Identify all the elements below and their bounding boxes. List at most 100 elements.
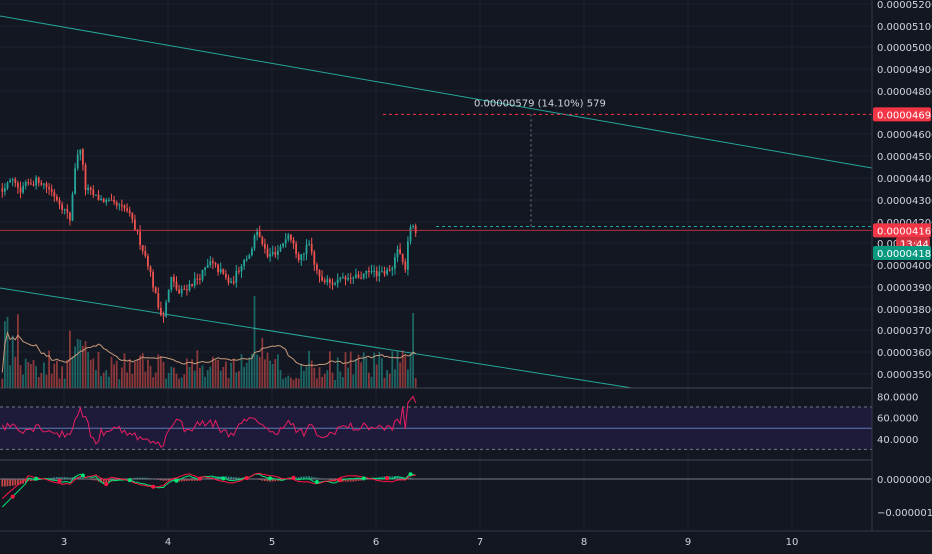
candle-body — [344, 276, 347, 280]
candle-body — [414, 225, 417, 234]
volume-bar — [84, 341, 87, 388]
upper-trendline[interactable] — [0, 15, 873, 169]
macd-hist-bar — [82, 477, 84, 479]
macd-hist-bar — [344, 479, 347, 482]
macd-hist-bar — [4, 479, 6, 487]
candle-body — [316, 264, 318, 271]
volume-bar — [1, 378, 4, 388]
candle-body — [89, 187, 92, 190]
volume-bar — [290, 377, 292, 388]
candle-body — [87, 187, 89, 191]
volume-bar — [243, 366, 245, 388]
lower-trendline[interactable] — [0, 287, 633, 389]
volume-bars — [1, 296, 417, 388]
volume-bar — [92, 358, 95, 388]
candle-body — [212, 261, 214, 263]
macd-hist-bar — [136, 477, 139, 479]
candle-body — [321, 276, 323, 281]
volume-bar — [300, 363, 303, 388]
volume-bar — [365, 357, 368, 388]
macd-hist-bar — [277, 479, 279, 481]
macd-hist-bar — [14, 479, 17, 486]
candle-body — [37, 177, 40, 183]
macd-hist-bar — [214, 476, 217, 479]
volume-bar — [266, 352, 269, 388]
candle-body — [108, 199, 110, 201]
volume-bar — [316, 378, 318, 388]
volume-bar — [115, 360, 118, 388]
candle-body — [362, 273, 365, 278]
volume-bar — [160, 356, 162, 388]
macd-hist-bar — [188, 479, 191, 481]
macd-hist-bar — [303, 476, 305, 479]
candle-body — [313, 252, 316, 265]
trend-lines[interactable] — [0, 15, 873, 389]
candle-body — [381, 271, 383, 273]
time-axis-label: 9 — [685, 537, 691, 548]
candle-body — [238, 270, 240, 272]
candle-body — [131, 213, 134, 220]
macd-hist-bar — [58, 476, 61, 479]
candle-body — [22, 185, 24, 193]
volume-bar — [199, 367, 201, 388]
volume-bar — [183, 374, 186, 388]
candle-body — [284, 239, 287, 244]
volume-bar — [193, 370, 196, 388]
macd-hist-bar — [230, 476, 232, 479]
candle-body — [118, 204, 121, 206]
candle-body — [277, 250, 279, 255]
volume-bar — [251, 353, 253, 388]
volume-bar — [204, 376, 206, 388]
volume-bar — [105, 370, 108, 388]
time-axis-label: 3 — [61, 537, 67, 548]
macd-cross-dot — [104, 482, 109, 487]
macd-hist-bar — [193, 479, 196, 481]
volume-bar — [108, 376, 110, 388]
signal-line — [1, 472, 416, 499]
macd-hist-bar — [295, 477, 297, 479]
volume-bar — [321, 377, 323, 388]
volume-bar — [342, 377, 344, 388]
candle-body — [113, 200, 115, 203]
volume-bar — [74, 346, 76, 388]
candle-body — [126, 208, 128, 211]
candle-body — [82, 149, 84, 165]
volume-bar — [230, 362, 232, 388]
volume-bar — [222, 366, 225, 388]
macd-hist-bar — [238, 477, 240, 479]
candle-body — [342, 276, 344, 278]
volume-bar — [269, 360, 271, 388]
volume-bar — [173, 367, 175, 388]
macd-hist-bar — [30, 479, 32, 482]
price-axis-labels: 0.00005200 0.00005100 0.00005000 0.00004900… — [877, 0, 932, 381]
candle-body — [209, 261, 212, 265]
target-price-badge: 0.00004698 — [873, 107, 932, 122]
candle-body — [274, 252, 277, 255]
macd-cross-dot — [221, 476, 226, 481]
macd-hist-bar — [266, 479, 269, 482]
volume-bar — [175, 373, 178, 388]
volume-bar — [48, 350, 50, 388]
macd-hist-bar — [162, 479, 165, 481]
macd-hist-bar — [310, 476, 313, 479]
volume-bar — [282, 379, 284, 388]
macd-hist-bar — [144, 477, 147, 479]
volume-bar — [144, 371, 147, 388]
volume-bar — [58, 378, 61, 388]
macd-hist-bar — [407, 477, 409, 479]
candle-body — [271, 252, 274, 255]
candle-body — [349, 277, 352, 279]
last-price-badge: 0.00004169 — [873, 223, 932, 238]
rsi-axis-labels: 80.0000 60.0000 40.0000 — [877, 392, 918, 445]
candle-body — [35, 177, 37, 186]
candle-body — [186, 289, 188, 291]
macd-hist-bar — [167, 479, 170, 481]
price-range-measure[interactable]: 0.00000579 (14.10%) 579 — [383, 98, 872, 227]
candle-body — [61, 204, 63, 210]
price-axis[interactable]: 0.00005200 0.00005100 0.00005000 0.00004900… — [871, 0, 932, 531]
time-axis[interactable]: 3 4 5 6 7 8 9 10 — [0, 530, 932, 548]
candle-body — [167, 289, 170, 303]
candle-body — [383, 271, 386, 275]
